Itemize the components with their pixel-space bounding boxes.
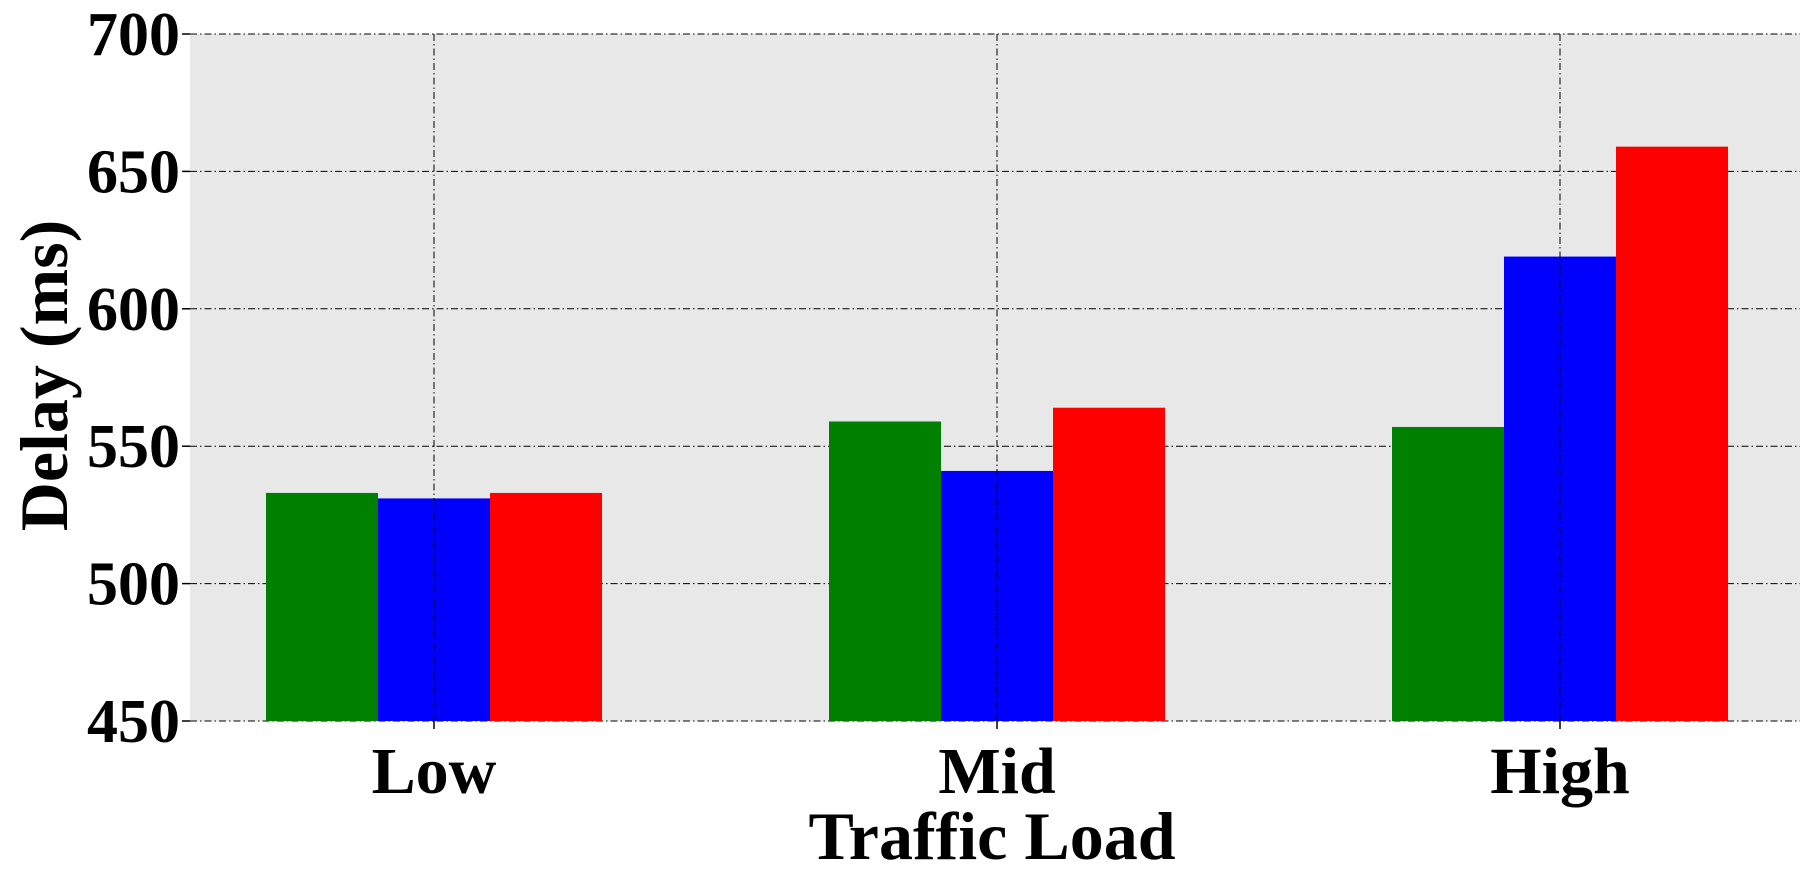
bar-mid-series-3 [1053, 407, 1165, 721]
y-tick-label-500: 500 [87, 551, 180, 619]
x-tick-label-mid: Mid [938, 735, 1055, 808]
y-tick-label-650: 650 [87, 138, 180, 206]
bar-high-series-1 [1392, 426, 1504, 721]
x-tick-label-low: Low [372, 735, 497, 808]
y-tick-label-450: 450 [87, 688, 180, 756]
bar-high-series-3 [1616, 146, 1728, 722]
bar-low-series-3 [490, 492, 602, 721]
y-tick-label-550: 550 [87, 413, 180, 481]
vertical-grid-lines [433, 34, 1561, 721]
y-tick-label-600: 600 [87, 276, 180, 344]
x-tick-label-high: High [1490, 735, 1629, 808]
y-axis-label: Delay (ms) [6, 220, 82, 532]
y-tick-label-700: 700 [87, 1, 180, 69]
axis-ticks: 450 500 550 600 650 700 Low Mid High [87, 1, 1630, 808]
x-axis-label: Traffic Load [808, 798, 1175, 870]
bar-mid-series-1 [829, 421, 941, 721]
bar-low-series-1 [266, 492, 378, 721]
